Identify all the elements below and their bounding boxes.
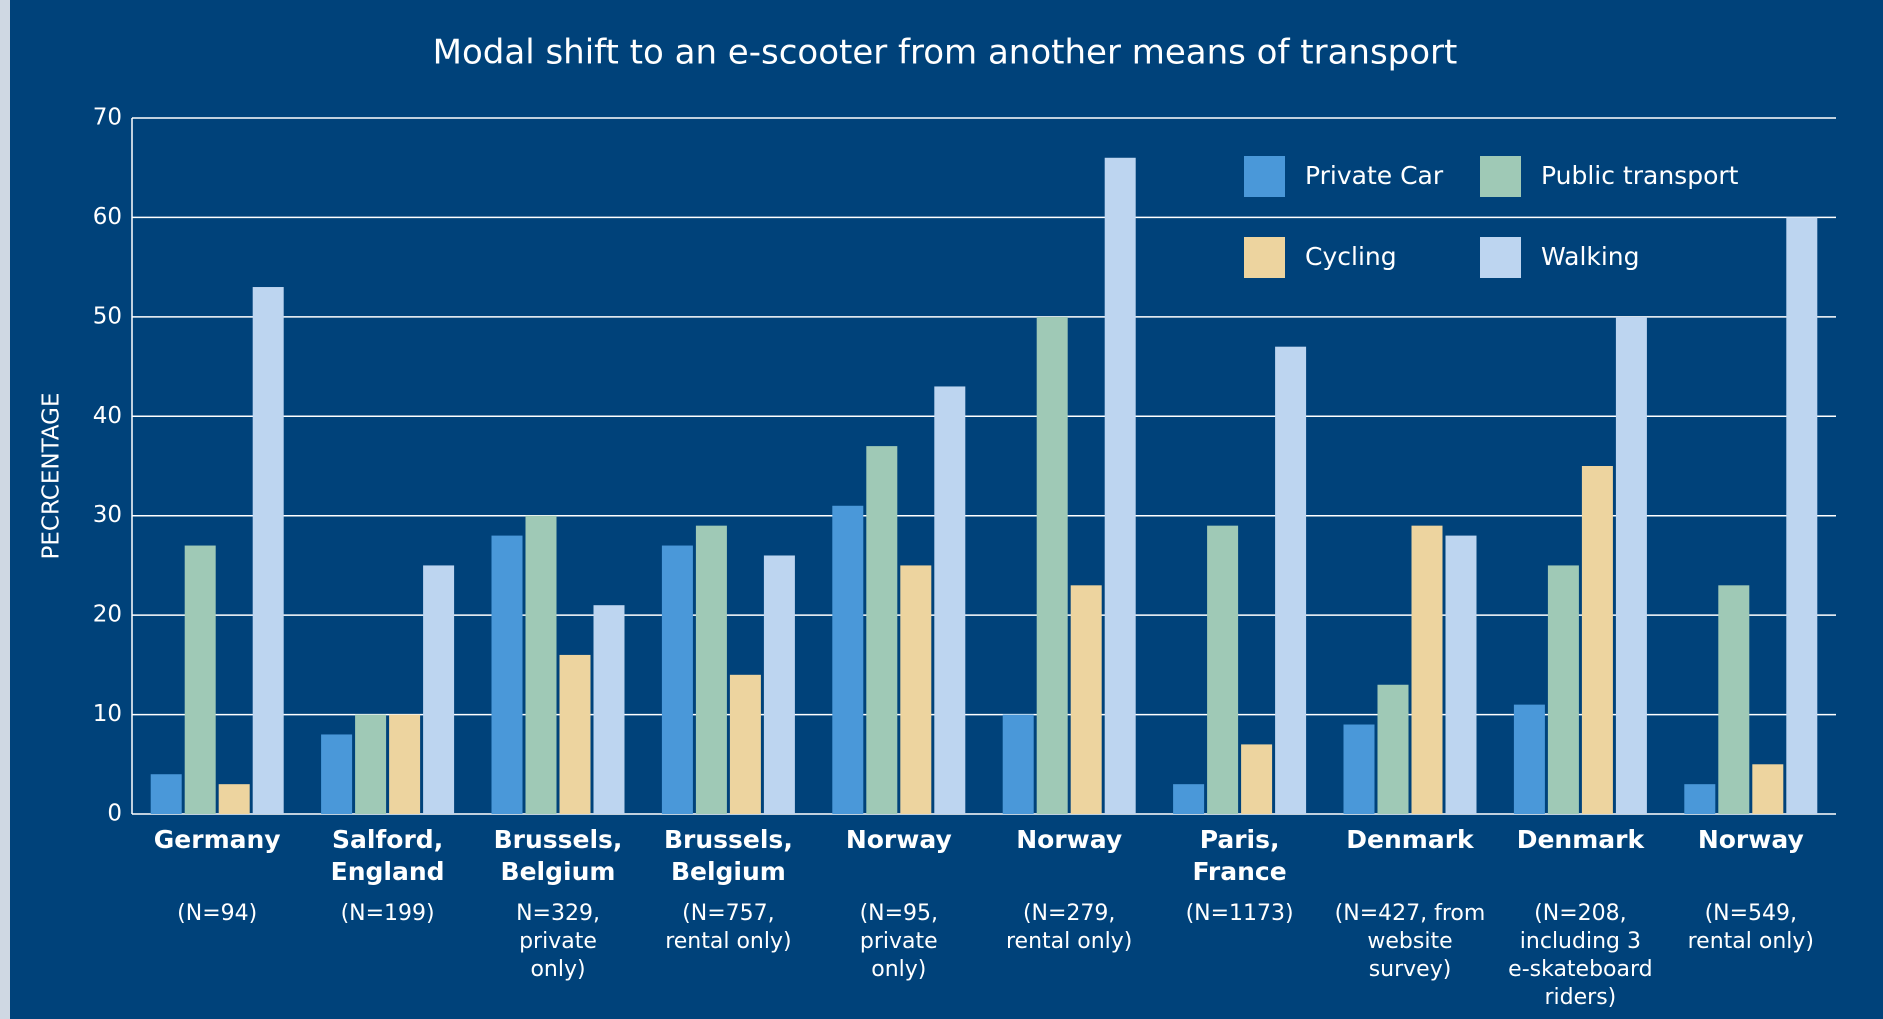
bar (423, 565, 455, 814)
sample-note: only) (871, 957, 926, 982)
x-tick-label: Brussels, (494, 825, 623, 854)
y-tick-label: 0 (107, 801, 122, 827)
bar (184, 545, 216, 814)
bar (763, 555, 795, 814)
bar (525, 515, 557, 814)
bar (1684, 784, 1716, 814)
legend-swatch (1244, 237, 1285, 278)
legend-swatch (1480, 237, 1521, 278)
sample-note: rental only) (665, 929, 791, 954)
bar (1411, 525, 1443, 814)
sample-note: rental only) (1006, 929, 1132, 954)
legend-label: Walking (1541, 242, 1640, 271)
x-tick-label: Salford, (332, 825, 443, 854)
x-tick-label: Belgium (671, 857, 786, 886)
sample-note: including 3 (1520, 929, 1641, 954)
x-tick-label: England (331, 857, 445, 886)
sample-note: riders) (1545, 985, 1617, 1010)
bar (1343, 724, 1375, 814)
x-tick-label: Norway (846, 825, 952, 854)
x-tick-label: Belgium (501, 857, 616, 886)
bar (934, 386, 966, 814)
y-tick-label: 30 (93, 502, 122, 528)
bar (866, 446, 898, 814)
x-tick-label: Norway (1016, 825, 1122, 854)
bar (661, 545, 693, 814)
bar (1786, 217, 1818, 814)
bar (832, 505, 864, 814)
bar (593, 605, 625, 814)
x-tick-label: Brussels, (664, 825, 793, 854)
sample-note: (N=279, (1023, 901, 1115, 926)
y-axis-label: PECRCENTAGE (39, 392, 65, 559)
bar (1241, 744, 1273, 814)
bar (1615, 316, 1647, 814)
sample-note: only) (530, 957, 585, 982)
x-tick-label: Denmark (1517, 825, 1646, 854)
bar (1445, 535, 1477, 814)
frame-edge (0, 0, 10, 1019)
sample-note: (N=199) (341, 901, 435, 926)
x-tick-label: Denmark (1346, 825, 1475, 854)
bar (1173, 784, 1205, 814)
legend-label: Private Car (1305, 161, 1444, 190)
bar (559, 654, 591, 814)
bar (729, 674, 761, 814)
sample-note: (N=95, (860, 901, 938, 926)
sample-note: private (860, 929, 938, 954)
x-tick-label: Norway (1698, 825, 1804, 854)
legend-label: Cycling (1305, 242, 1397, 271)
bar (321, 734, 353, 814)
chart-title: Modal shift to an e-scooter from another… (433, 33, 1458, 73)
sample-note: (N=757, (682, 901, 774, 926)
y-tick-label: 20 (93, 602, 122, 628)
bar (695, 525, 727, 814)
y-tick-label: 40 (93, 403, 122, 429)
bar (1036, 316, 1068, 814)
bar (1752, 764, 1784, 814)
bar (1377, 684, 1409, 814)
legend-swatch (1480, 156, 1521, 197)
y-tick-label: 50 (93, 303, 122, 329)
sample-note: private (519, 929, 597, 954)
bar (1581, 466, 1613, 814)
sample-note: N=329, (516, 901, 600, 926)
bar (355, 714, 387, 814)
bar (1275, 346, 1307, 814)
bar (1513, 704, 1545, 814)
bar (1104, 157, 1136, 814)
bar (389, 714, 421, 814)
sample-note: e-skateboard (1508, 957, 1652, 982)
sample-note: (N=94) (177, 901, 257, 926)
x-tick-label: Paris, (1200, 825, 1280, 854)
sample-note: (N=549, (1705, 901, 1797, 926)
sample-note: (N=1173) (1186, 901, 1294, 926)
sample-note: (N=427, from (1335, 901, 1486, 926)
bar (1718, 585, 1750, 814)
bar (1207, 525, 1239, 814)
x-tick-label: Germany (154, 825, 281, 854)
bar (900, 565, 932, 814)
bar (1070, 585, 1102, 814)
sample-note: website (1367, 929, 1452, 954)
bar (1002, 714, 1034, 814)
sample-note: survey) (1369, 957, 1452, 982)
bar (218, 784, 250, 814)
sample-note: (N=208, (1534, 901, 1626, 926)
y-tick-label: 70 (93, 105, 122, 131)
bar (491, 535, 523, 814)
bar (252, 287, 284, 814)
legend-label: Public transport (1541, 161, 1739, 190)
sample-note: rental only) (1688, 929, 1814, 954)
legend-swatch (1244, 156, 1285, 197)
x-tick-label: France (1192, 857, 1286, 886)
bar (1547, 565, 1579, 814)
y-tick-label: 10 (93, 701, 122, 727)
bar (150, 774, 182, 814)
y-tick-label: 60 (93, 204, 122, 230)
